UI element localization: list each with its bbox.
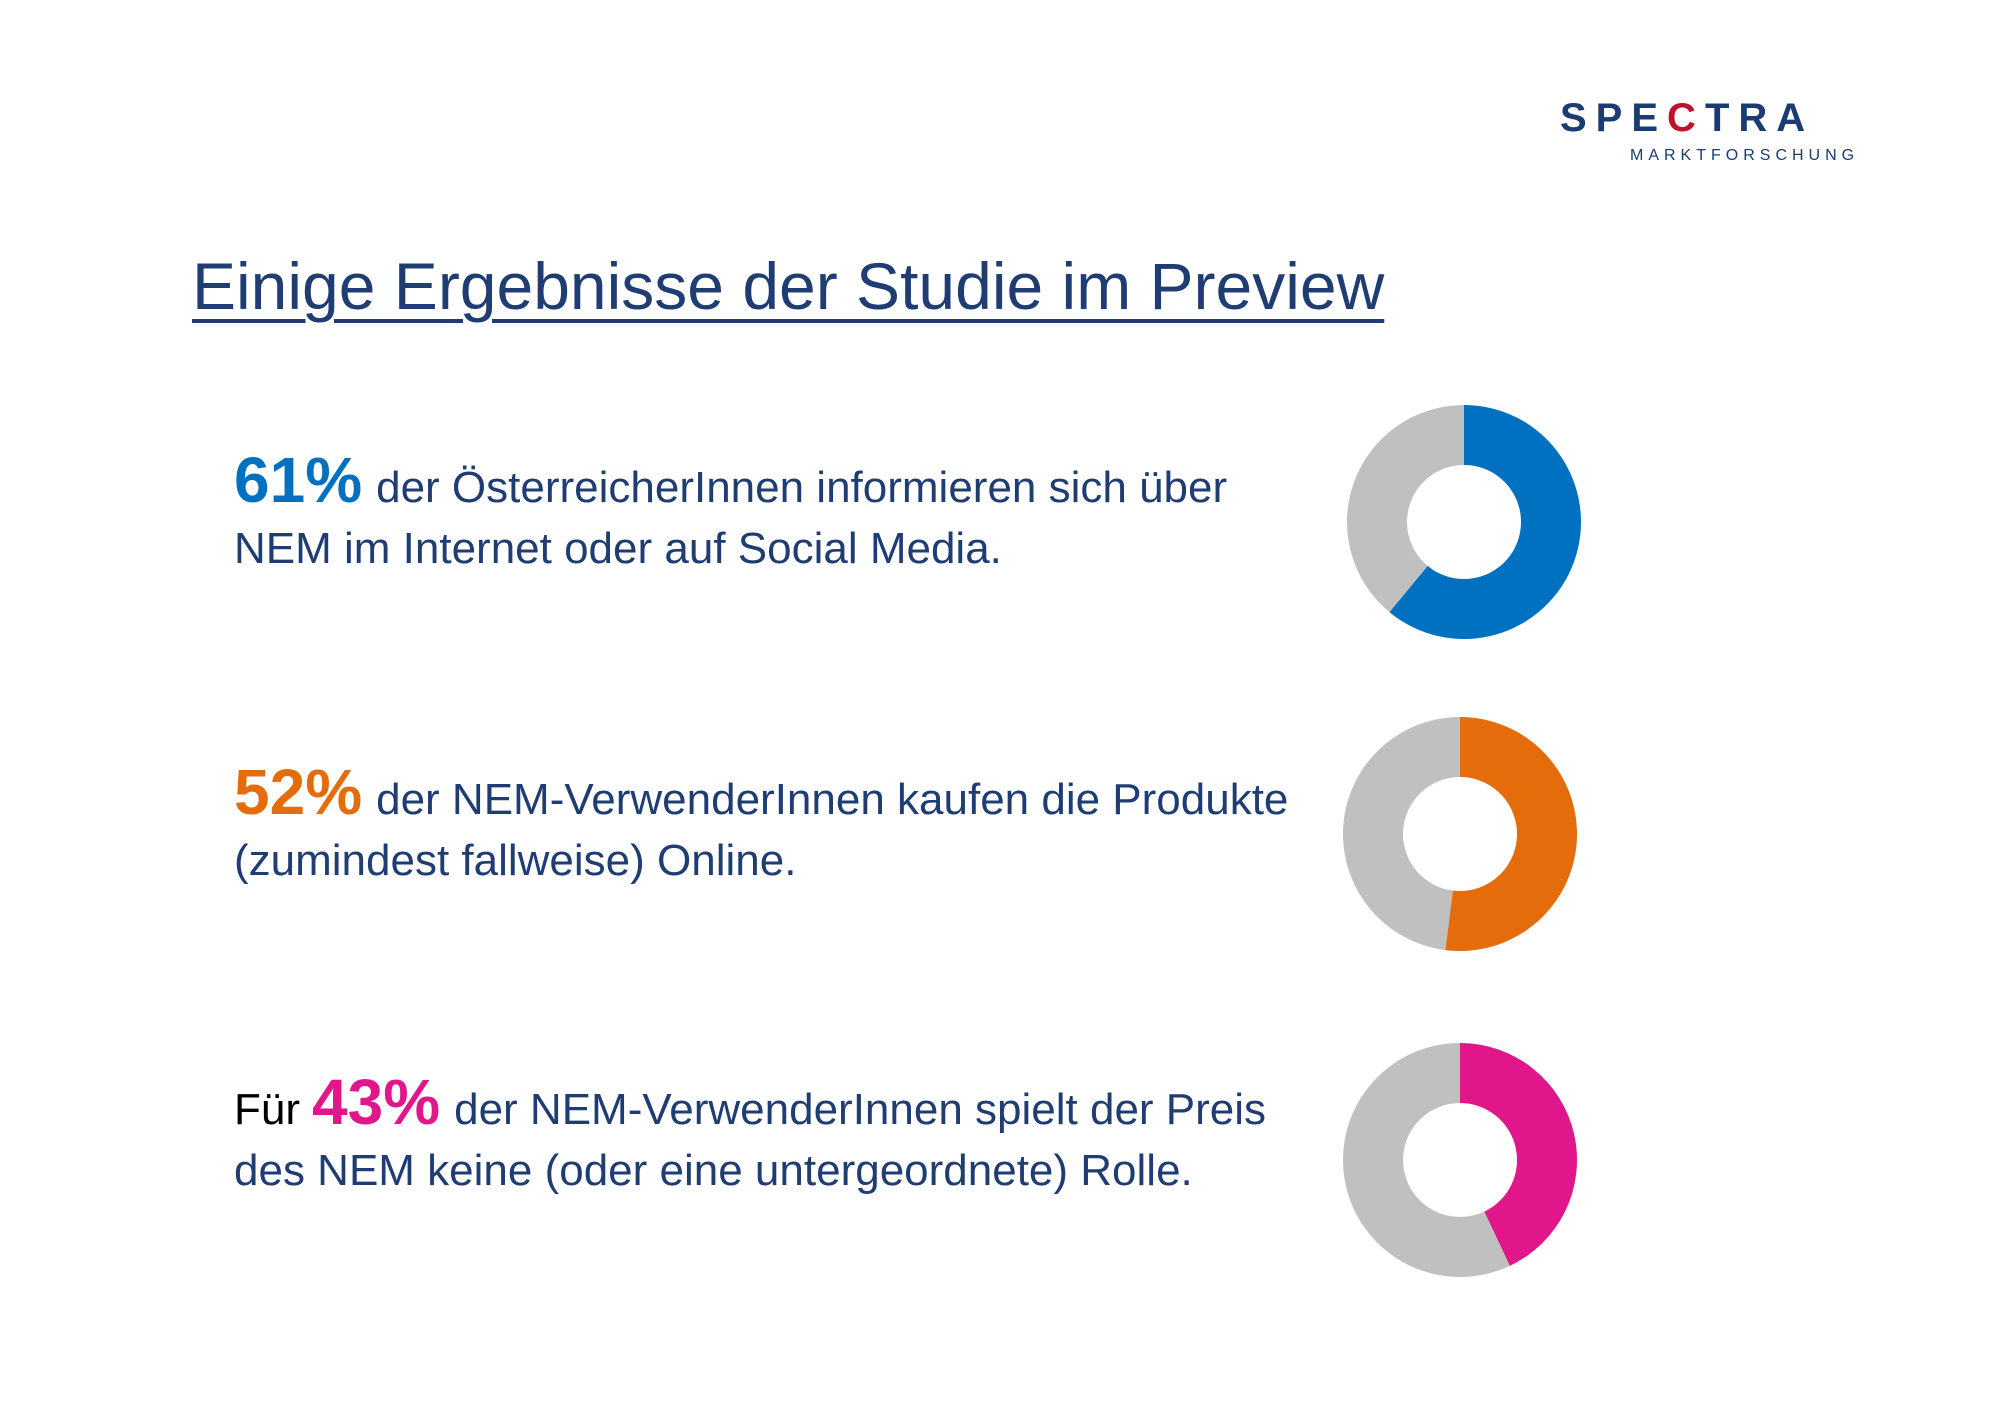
- donut-chart-1: [1347, 405, 1581, 639]
- logo-subtitle: MARKTFORSCHUNG: [1630, 147, 1860, 164]
- logo-wordmark: SPECTRA: [1560, 98, 1814, 138]
- stat-block-1: 61% der ÖsterreicherInnen informieren sic…: [234, 448, 1324, 579]
- stat-block-2: 52% der NEM-VerwenderInnen kaufen die Pro…: [234, 760, 1324, 891]
- stat-3-lead: Für: [234, 1085, 300, 1134]
- stat-block-3: Für 43% der NEM-VerwenderInnen spielt der …: [234, 1070, 1324, 1201]
- spectra-logo: SPECTRA MARKTFORSCHUNG: [1560, 98, 1860, 178]
- donut-2-remainder-slice: [1342, 717, 1460, 951]
- logo-wordmark-start: SPE: [1560, 96, 1668, 140]
- stat-3-percent: 43%: [312, 1066, 441, 1138]
- donut-1-remainder-slice: [1347, 405, 1464, 613]
- stat-2-text: der NEM-VerwenderInnen kaufen die Produk…: [234, 775, 1289, 885]
- page-title: Einige Ergebnisse der Studie im Preview: [192, 249, 1385, 323]
- stat-2-percent: 52%: [234, 756, 363, 828]
- stat-1-text: der ÖsterreicherInnen informieren sich ü…: [234, 463, 1228, 573]
- logo-wordmark-accent: C: [1667, 96, 1705, 140]
- donut-3-value-slice: [1460, 1043, 1577, 1266]
- donut-chart-3: [1343, 1043, 1577, 1277]
- donut-3-remainder-slice: [1343, 1043, 1510, 1277]
- logo-wordmark-end: TRA: [1704, 96, 1815, 140]
- stat-3-text: der NEM-VerwenderInnen spielt der Preis …: [234, 1085, 1267, 1195]
- stat-1-percent: 61%: [234, 444, 363, 516]
- donut-chart-2: [1342, 717, 1577, 951]
- donut-2-value-slice: [1445, 717, 1577, 951]
- donut-1-value-slice: [1389, 405, 1581, 639]
